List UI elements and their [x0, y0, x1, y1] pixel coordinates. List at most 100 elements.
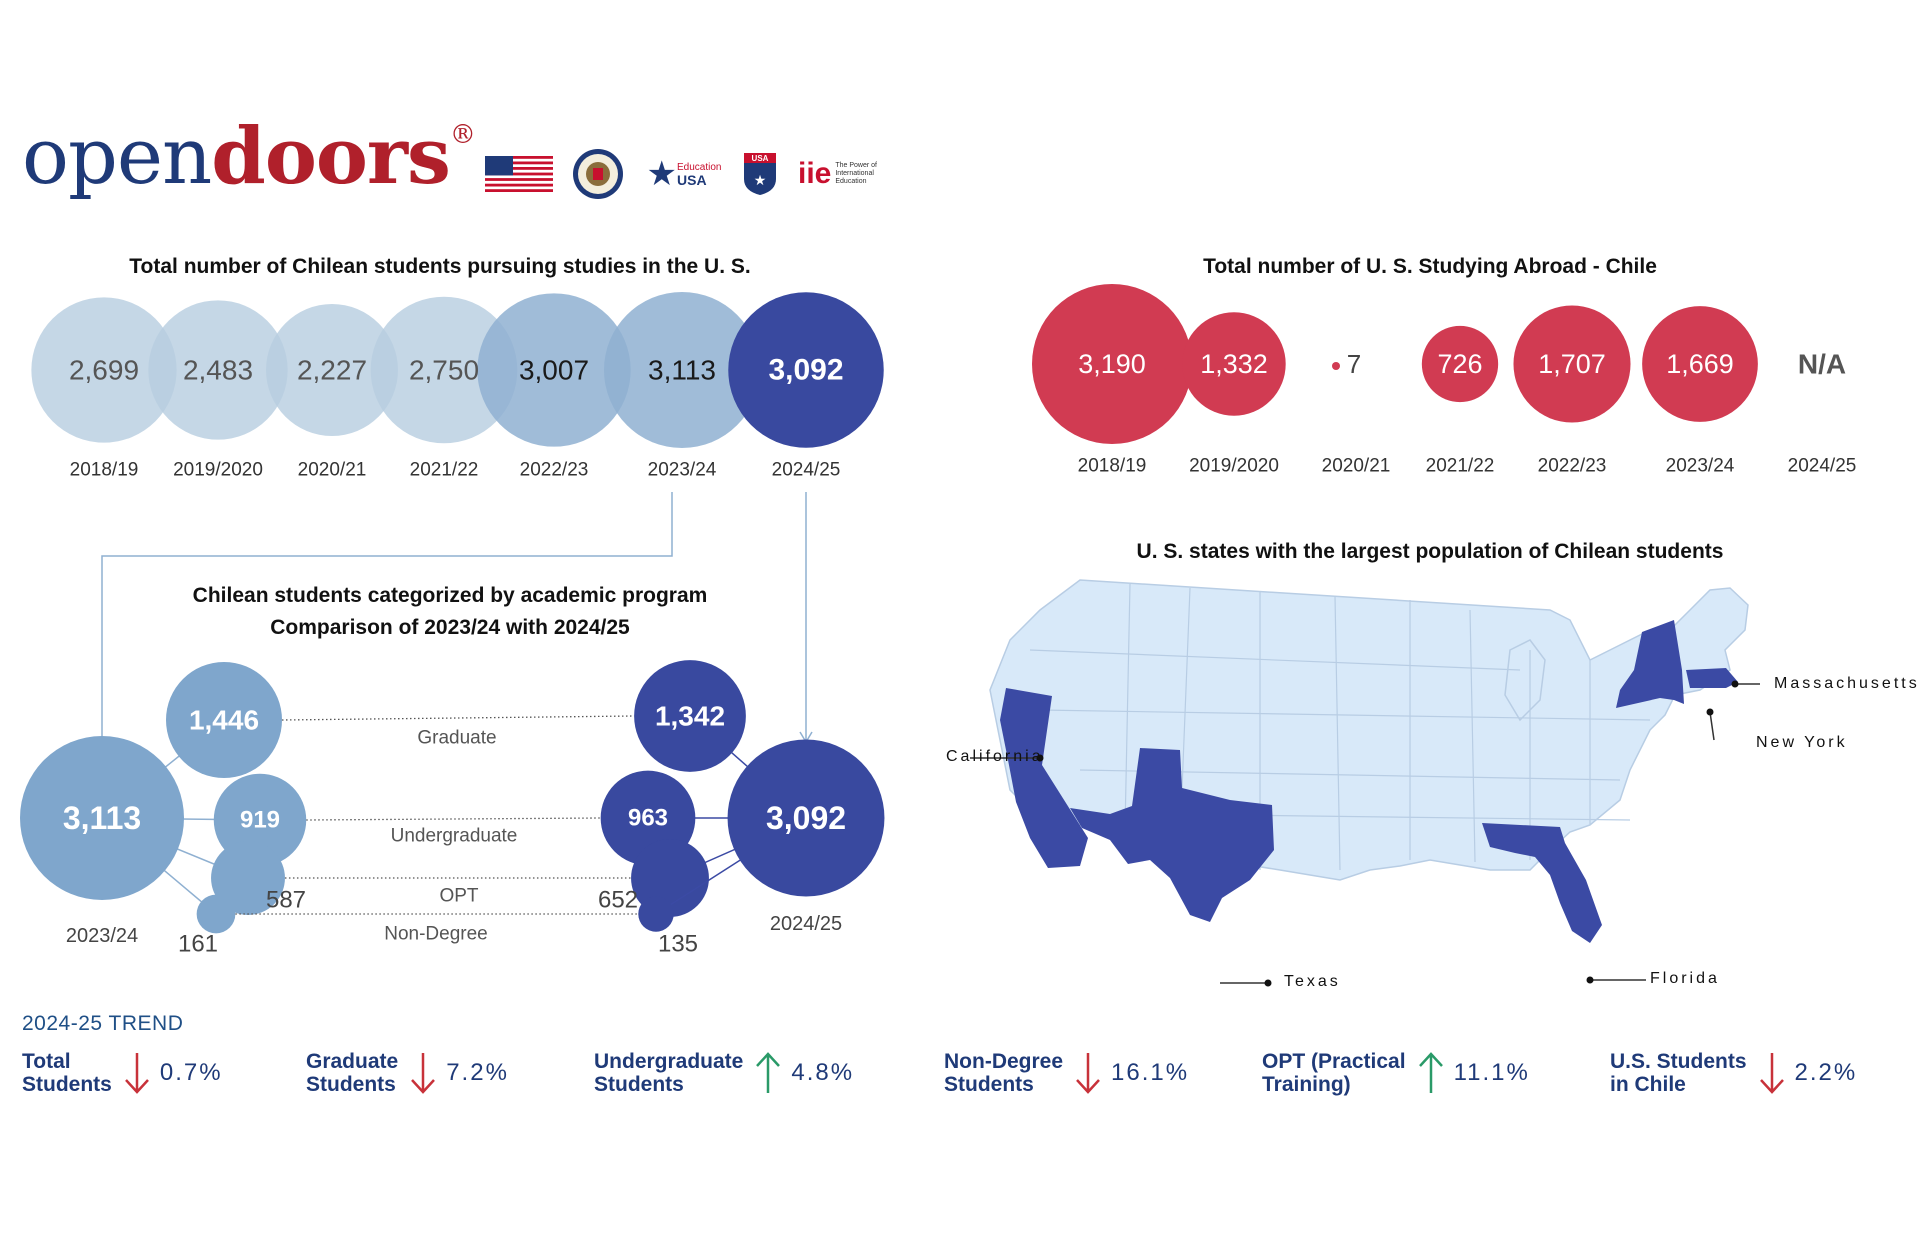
- map-title: U. S. states with the largest population…: [1136, 540, 1724, 563]
- texas-shape: [1070, 748, 1274, 922]
- bubble-value-5: 3,113: [648, 355, 716, 386]
- value-left-3: 161: [178, 931, 218, 958]
- x-label-6: 2024/25: [1788, 456, 1857, 477]
- bubble-value-2: 2,227: [297, 355, 367, 386]
- bubble-value-2: 7: [1347, 349, 1361, 379]
- bubble-value-1: 2,483: [183, 355, 253, 386]
- label-new-york: New York: [1756, 734, 1848, 751]
- bubble-2018/19: [1032, 284, 1192, 444]
- bubble-left-Non-Degree: [196, 894, 236, 934]
- x-label-1: 2019/2020: [1189, 456, 1279, 477]
- trend-heading: 2024-25 TREND: [22, 1012, 184, 1035]
- x-label-2: 2020/21: [298, 460, 367, 481]
- bubble-value-na: N/A: [1798, 349, 1846, 380]
- trend-graduate-students: Graduate Students 7.2%: [306, 1050, 509, 1096]
- series-label-1: Undergraduate: [391, 826, 518, 847]
- bubble-2022/23: [1513, 305, 1631, 423]
- education-usa-logo: ★ Education USA: [646, 155, 722, 193]
- svg-text:USA: USA: [752, 154, 769, 163]
- state-borders: [1029, 583, 1651, 871]
- bubble-2020/21: [1332, 362, 1340, 370]
- usa-study-abroad-logo: USA ★: [742, 150, 778, 198]
- chart2-title: Total number of U. S. Studying Abroad - …: [1203, 255, 1657, 278]
- dotted-link-0: [281, 715, 635, 721]
- chart3-title: Chilean students categorized by academic…: [100, 580, 800, 644]
- chart3-academic-program: Graduate 1,446 1,342 Undergraduate 919 963 OPT…: [20, 492, 885, 958]
- bubble-2018/19: [31, 297, 177, 443]
- x-label-4: 2022/23: [1538, 456, 1607, 477]
- us-flag-icon: [484, 150, 554, 198]
- bubble-right-Non-Degree: [638, 896, 674, 932]
- x-label-3: 2021/22: [410, 460, 479, 481]
- svg-text:★: ★: [754, 172, 767, 188]
- x-label-6: 2024/25: [772, 460, 841, 481]
- california-dot: [1036, 754, 1044, 762]
- arrow-down-icon: [124, 1053, 149, 1094]
- value-right-2: 652: [598, 887, 638, 914]
- x-label-5: 2023/24: [1666, 456, 1735, 477]
- bubble-value-0: 2,699: [69, 355, 139, 386]
- label-massachusetts: Massachusetts: [1774, 675, 1920, 692]
- arrow-down-icon: [1759, 1053, 1784, 1094]
- value-right-3: 135: [658, 931, 698, 958]
- label-california: California: [946, 748, 1044, 765]
- value-right-1: 963: [628, 805, 668, 832]
- opendoors-logo: opendoors®: [22, 111, 476, 202]
- new-york-shape: [1616, 620, 1684, 708]
- arrow-up-icon: [756, 1052, 781, 1093]
- total-right-value: 3,092: [766, 800, 846, 836]
- series-label-0: Graduate: [417, 728, 496, 749]
- bubble-left-OPT: [211, 841, 285, 915]
- bubble-value-3: 726: [1437, 349, 1482, 379]
- bubble-value-6: 3,092: [768, 354, 843, 387]
- state-department-seal-icon: [570, 149, 626, 199]
- bubble-2021/22: [1421, 325, 1499, 403]
- x-label-0: 2018/19: [70, 460, 139, 481]
- new-york-dot: [1706, 708, 1714, 716]
- charts-svg: 2,699 2018/19 2,483 2019/2020 2,227 2020/21 2,…: [20, 284, 1857, 958]
- chart1-title: Total number of Chilean students pursuin…: [129, 255, 751, 278]
- bubble-value-0: 3,190: [1078, 349, 1146, 379]
- massachusetts-shape: [1686, 668, 1738, 688]
- year-label-right: 2024/25: [770, 913, 842, 935]
- chart3-title-line1: Chilean students categorized by academic…: [192, 584, 708, 607]
- arrow-up-icon: [1418, 1052, 1443, 1093]
- bubble-2019/2020: [148, 300, 288, 440]
- trend-undergraduate-students: Undergraduate Students 4.8%: [594, 1050, 855, 1096]
- bubble-2020/21: [266, 304, 398, 436]
- arrow-down-icon: [1076, 1053, 1100, 1094]
- trend-opt: OPT (Practical Training) 11.1%: [1262, 1050, 1530, 1096]
- x-label-2: 2020/21: [1322, 456, 1391, 477]
- massachusetts-dot: [1731, 680, 1739, 688]
- year-label-left: 2023/24: [66, 925, 138, 947]
- x-label-4: 2022/23: [520, 460, 589, 481]
- chart3-subtitle: Comparison of 2023/24 with 2024/25: [270, 616, 630, 639]
- bubble-value-4: 1,707: [1538, 349, 1606, 379]
- value-left-2: 587: [266, 887, 306, 914]
- bubble-value-1: 1,332: [1200, 349, 1268, 379]
- florida-shape: [1482, 823, 1602, 943]
- bubble-2024/25: [728, 292, 884, 448]
- bubble-value-5: 1,669: [1666, 349, 1734, 379]
- chart1-students-in-us: 2,699 2018/19 2,483 2019/2020 2,227 2020/21 2,…: [31, 292, 884, 481]
- label-florida: Florida: [1650, 970, 1720, 987]
- california-shape: [1000, 688, 1088, 868]
- iie-logo: iie The Power of International Education: [798, 157, 877, 190]
- texas-dot: [1264, 979, 1272, 987]
- x-label-1: 2019/2020: [173, 460, 263, 481]
- total-left-value: 3,113: [63, 800, 141, 836]
- bubble-2021/22: [370, 296, 518, 444]
- series-label-3: Non-Degree: [384, 924, 488, 945]
- bubble-2023/24: [1642, 306, 1758, 422]
- bubble-total-right: [727, 739, 885, 897]
- michigan-shape: [1504, 639, 1546, 722]
- label-texas: Texas: [1284, 973, 1341, 990]
- value-left-1: 919: [240, 807, 280, 834]
- us-map: [970, 579, 1760, 987]
- bubble-left-Graduate: [166, 662, 282, 778]
- bubble-2023/24: [604, 292, 760, 448]
- bubble-2019/2020: [1182, 312, 1286, 416]
- value-left-0: 1,446: [189, 705, 259, 736]
- series-label-2: OPT: [439, 886, 478, 907]
